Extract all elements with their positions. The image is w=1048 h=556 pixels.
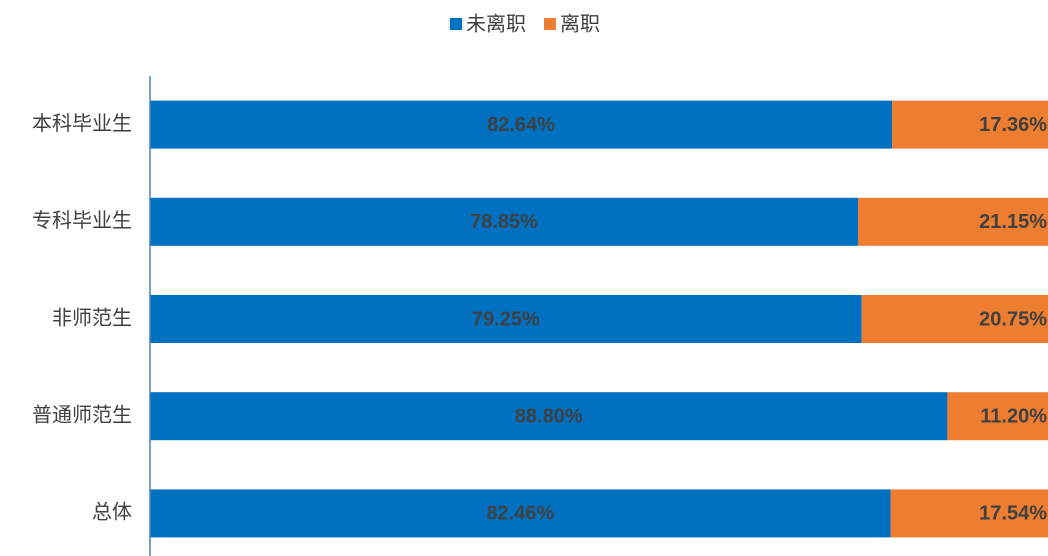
bar-segment [947, 392, 1048, 441]
data-label: 11.20% [980, 405, 1047, 427]
legend-swatch [450, 18, 462, 30]
data-label: 88.80% [515, 405, 583, 427]
y-tick-label: 总体 [92, 501, 132, 524]
data-label: 82.64% [487, 114, 555, 136]
y-tick-label: 普通师范生 [32, 403, 132, 426]
bar-segment [150, 197, 859, 246]
legend-label: 离职 [560, 12, 600, 35]
bar-segment [150, 489, 891, 538]
data-label: 21.15% [979, 211, 1047, 233]
bar-segment [890, 489, 1048, 538]
data-label: 20.75% [979, 308, 1047, 330]
data-label: 17.54% [979, 503, 1047, 525]
y-tick-label: 专科毕业生 [32, 209, 132, 232]
data-label: 79.25% [472, 308, 540, 330]
y-tick-label: 本科毕业生 [32, 112, 132, 135]
bar-segment [892, 100, 1048, 149]
data-label: 78.85% [470, 211, 538, 233]
data-label: 17.36% [979, 114, 1047, 136]
legend-label: 未离职 [466, 12, 526, 35]
bar-segment [858, 197, 1048, 246]
bar-segment [861, 295, 1048, 343]
bar-segment [150, 392, 948, 441]
legend-swatch [544, 18, 556, 30]
bar-segment [150, 295, 862, 343]
y-tick-label: 非师范生 [52, 306, 132, 329]
data-label: 82.46% [486, 503, 554, 525]
bar-segment [150, 100, 893, 149]
